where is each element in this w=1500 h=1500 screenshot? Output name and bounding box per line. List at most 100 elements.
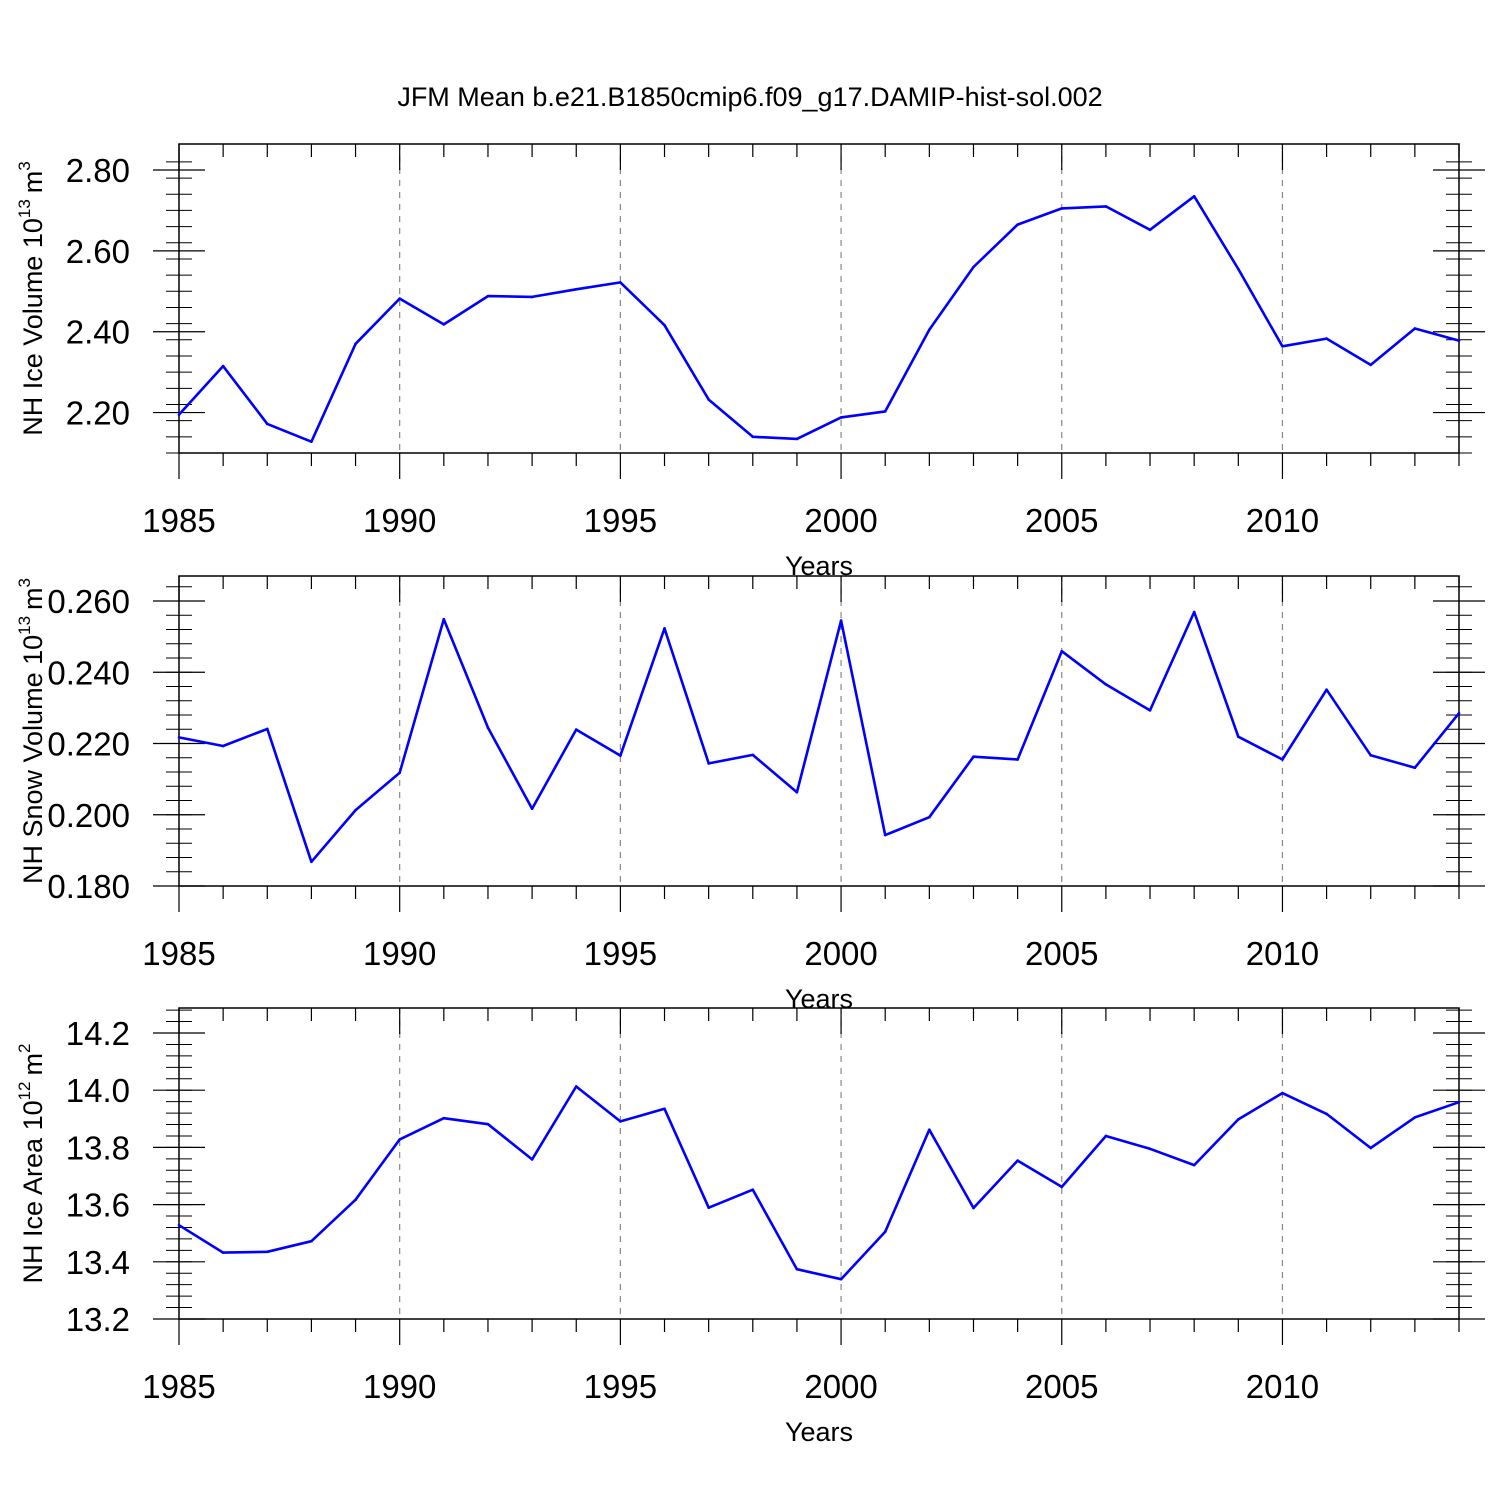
data-point	[839, 619, 843, 622]
y-axis-label-text: NH Snow Volume 10	[18, 635, 48, 884]
x-tick-label: 1990	[363, 502, 436, 539]
y-axis-label: NH Ice Volume 1013 m3	[15, 161, 48, 436]
data-point	[1148, 228, 1152, 232]
panel-3: 13.2 13.4 13.6 13.8 14.0 14.2 1985 1990 1995 2000…	[15, 1007, 1485, 1447]
chart-title: JFM Mean b.e21.B1850cmip6.f09_g17.DAMIP-…	[397, 82, 1102, 112]
data-point	[177, 1223, 181, 1227]
x-tick-label: 2010	[1246, 1368, 1319, 1405]
data-point	[530, 1158, 534, 1161]
data-point	[751, 1188, 755, 1192]
data-point	[265, 727, 269, 731]
data-point	[1192, 1163, 1196, 1167]
data-point	[177, 736, 181, 739]
data-point	[177, 413, 181, 416]
data-point	[1413, 766, 1417, 770]
y-axis-label-unit-exponent: 3	[15, 161, 34, 170]
x-tick-label: 1990	[363, 1368, 436, 1405]
data-point	[1148, 709, 1152, 712]
data-point	[574, 728, 578, 731]
y-tick-label: 2.80	[66, 152, 130, 189]
x-tick-label: 2005	[1025, 1368, 1098, 1405]
y-tick-label: 0.220	[47, 726, 130, 763]
data-point	[398, 1138, 401, 1141]
data-point	[1060, 649, 1064, 653]
data-point	[663, 627, 666, 630]
y-axis-label: NH Snow Volume 1013 m3	[15, 578, 48, 884]
data-point	[1369, 363, 1373, 367]
y-tick-label: 14.2	[66, 1015, 130, 1052]
x-axis-label: Years	[785, 1417, 853, 1447]
x-tick-label: 2010	[1246, 502, 1319, 539]
data-point	[530, 807, 534, 810]
y-tick-label: 0.240	[47, 654, 130, 691]
data-point	[1237, 267, 1240, 271]
y-axis-label-exponent: 13	[15, 616, 34, 635]
x-tick-label: 2005	[1025, 935, 1098, 972]
data-point	[1369, 753, 1373, 757]
data-point	[1237, 735, 1240, 739]
plot-frame	[178, 575, 1460, 887]
y-axis-label-exponent: 13	[15, 199, 34, 218]
data-point	[1281, 758, 1284, 761]
data-point	[398, 297, 401, 300]
data-point	[265, 422, 269, 426]
x-tick-label: 1990	[363, 935, 436, 972]
x-tick-label: 1985	[142, 502, 215, 539]
y-tick-label: 2.60	[66, 233, 130, 270]
data-point	[486, 726, 490, 730]
data-point	[354, 808, 357, 812]
y-tick-label: 14.0	[66, 1072, 130, 1109]
data-point	[1016, 758, 1019, 761]
data-point	[972, 755, 975, 758]
data-point	[1457, 1100, 1461, 1104]
data-point	[928, 815, 931, 819]
data-point	[883, 410, 887, 413]
panel-2: 0.180 0.200 0.220 0.240 0.260 1985 1990 1995 200…	[15, 575, 1485, 1014]
data-point	[354, 1198, 357, 1202]
data-point	[1192, 610, 1196, 614]
data-point	[883, 833, 887, 837]
data-point	[310, 860, 313, 864]
data-point	[265, 1250, 269, 1254]
data-point	[1413, 1116, 1417, 1119]
data-point	[442, 323, 446, 326]
x-tick-label: 2010	[1246, 935, 1319, 972]
y-axis-label-unit: m	[18, 1053, 48, 1076]
data-point	[354, 342, 357, 346]
data-point	[1369, 1146, 1373, 1150]
data-point	[442, 617, 446, 621]
data-point	[1104, 205, 1108, 208]
data-point	[1016, 223, 1019, 226]
data-point	[751, 753, 755, 757]
data-point	[310, 440, 313, 443]
data-point	[1325, 688, 1328, 692]
data-point	[398, 771, 401, 775]
data-point	[839, 416, 843, 419]
plot-frame	[178, 1007, 1460, 1320]
data-point	[1325, 1112, 1328, 1116]
data-point	[839, 1277, 843, 1281]
y-tick-label: 2.40	[66, 314, 130, 351]
y-axis-label-unit-exponent: 2	[15, 1044, 34, 1053]
x-tick-label: 1995	[584, 935, 657, 972]
data-point	[1325, 337, 1328, 340]
x-axis-label: Years	[785, 984, 853, 1014]
y-tick-label: 13.4	[66, 1244, 130, 1281]
data-point	[574, 1085, 578, 1088]
y-axis-label-unit: m	[18, 587, 48, 610]
data-point	[1104, 1134, 1108, 1138]
x-tick-label: 2000	[804, 1368, 877, 1405]
x-tick-label: 2000	[804, 502, 877, 539]
data-point	[663, 1107, 666, 1111]
data-point	[1016, 1159, 1019, 1162]
data-point	[972, 1206, 975, 1210]
y-axis-label-text: NH Ice Area 10	[18, 1100, 48, 1283]
y-tick-label: 13.8	[66, 1129, 130, 1166]
x-tick-label: 2005	[1025, 502, 1098, 539]
data-point	[707, 398, 710, 401]
y-tick-label: 0.260	[47, 583, 130, 620]
y-axis-label-text: NH Ice Volume 10	[18, 218, 48, 436]
x-tick-label: 2000	[804, 935, 877, 972]
data-point	[928, 1128, 931, 1131]
data-point	[707, 1206, 710, 1210]
